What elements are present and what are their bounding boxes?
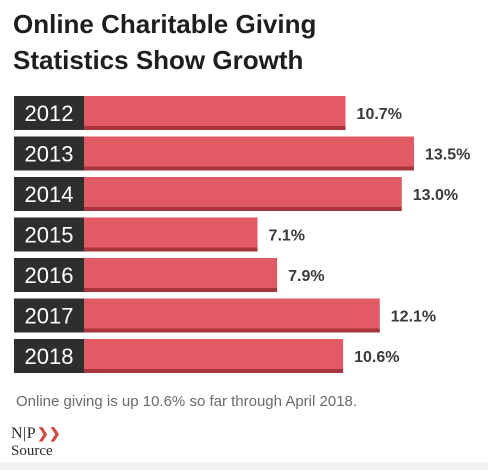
category-label: 2016: [25, 263, 74, 288]
category-label: 2018: [25, 344, 74, 369]
bar-shadow: [84, 247, 258, 252]
bar-shadow: [84, 166, 414, 171]
bar: [84, 217, 258, 248]
bar-shadow: [84, 328, 380, 333]
data-label: 10.7%: [357, 106, 402, 123]
bar: [84, 339, 344, 369]
chart-title-line-1: Online Charitable Giving: [13, 9, 317, 39]
bar: [84, 136, 414, 167]
category-tab: [14, 298, 84, 333]
bar-shadow: [84, 288, 278, 292]
category-tab: [14, 96, 84, 130]
bar: [84, 96, 346, 126]
logo-chevron-icon: ❯❯: [37, 427, 61, 442]
logo-name: Source: [11, 443, 53, 459]
data-label: 13.0%: [413, 187, 458, 204]
bar-shadow: [84, 126, 346, 130]
np-source-logo: N|P❯❯ Source: [11, 425, 61, 460]
bar-shadow: [84, 207, 402, 211]
category-tab: [14, 177, 84, 211]
category-tab: [14, 217, 84, 252]
data-label: 7.9%: [288, 268, 324, 285]
bar-shadow: [84, 369, 344, 373]
bar: [84, 298, 380, 329]
category-label: 2017: [25, 304, 74, 329]
bar-chart: 2012 10.7% 2013 13.5% 2014 13.0% 2015 7.1% 2016 7…: [14, 96, 470, 373]
chart-title: Online Charitable Giving Statistics Show…: [13, 6, 316, 78]
category-label: 2013: [25, 142, 74, 167]
data-label: 13.5%: [425, 147, 470, 164]
logo-letters: N|P: [11, 425, 37, 442]
bar: [84, 177, 402, 207]
data-label: 10.6%: [354, 349, 399, 366]
bar: [84, 258, 278, 288]
footnote: Online giving is up 10.6% so far through…: [16, 393, 358, 410]
chart-title-line-2: Statistics Show Growth: [13, 45, 304, 75]
bottom-strip: [0, 462, 488, 470]
category-tab: [14, 136, 84, 171]
category-label: 2012: [25, 101, 74, 126]
category-tab: [14, 258, 84, 292]
data-label: 7.1%: [269, 228, 305, 245]
data-label: 12.1%: [391, 309, 436, 326]
category-tab: [14, 339, 84, 373]
category-label: 2014: [25, 182, 74, 207]
category-label: 2015: [25, 223, 74, 248]
